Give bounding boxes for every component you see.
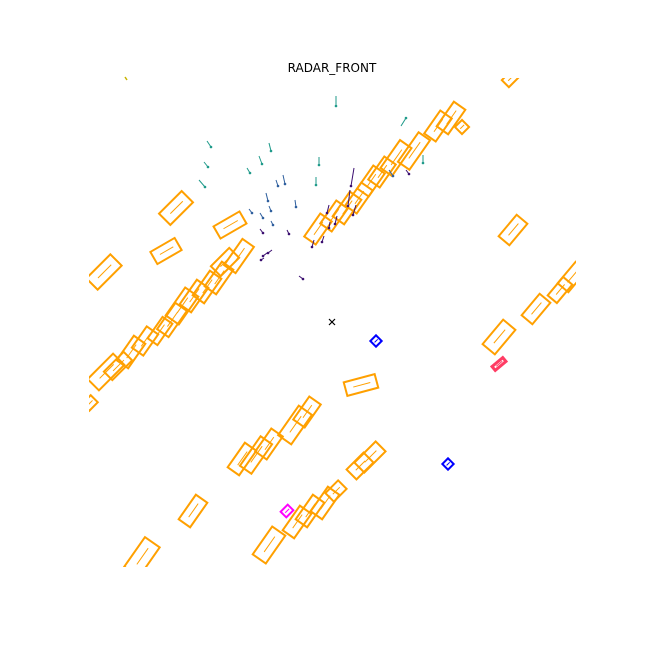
radar-velocity-vector [400,117,407,127]
radar-point [283,182,287,186]
radar-velocity-vector [352,204,357,216]
car-box [226,441,258,477]
car-box [89,393,100,413]
radar-point [259,258,263,262]
radar-velocity-vector [268,142,272,152]
radar-point [325,211,329,215]
car-box [177,493,209,529]
car-box [212,210,248,240]
radar-point [124,76,128,81]
radar-point [317,163,321,167]
car-box [203,260,235,296]
radar-points-layer [124,76,425,281]
radar-point [250,211,254,215]
radar-velocity-vector [265,192,269,202]
radar-point [261,216,265,220]
radar-point [266,251,270,255]
radar-velocity-vector [334,215,338,225]
car-box [379,138,413,178]
car-box [497,213,529,247]
car-box [520,292,552,326]
radar-point [391,174,395,178]
car-box [122,535,162,567]
radar-velocity-vector [282,174,286,185]
radar-point [271,223,275,227]
car-box [89,352,126,392]
car-box [251,525,287,565]
radar-point [310,245,314,249]
radar-point [203,185,207,189]
radar-point [276,184,280,188]
radar-point [269,209,273,213]
car-box [222,237,256,275]
car-box [500,78,522,89]
car-box [309,485,341,521]
radar-point [404,116,408,120]
pedestrian-box [368,333,384,349]
radar-point [346,204,350,208]
radar-velocity-vector [326,204,330,214]
car-box [291,395,323,429]
car-box [253,427,285,461]
car-box [366,155,398,189]
car-box [396,130,432,172]
car-box [276,404,314,446]
car-box [89,252,124,292]
radar-point [294,205,298,209]
radar-point [301,277,305,281]
radar-point [269,149,273,153]
plot-title: RADAR_FRONT [287,61,377,75]
ego-marker [328,318,336,326]
car-box [157,189,195,227]
car-box [342,372,380,398]
radar-point [206,165,210,169]
radar-point [314,183,318,187]
radar-point [349,184,353,188]
car-box [323,478,349,504]
annotation-layer [89,78,576,567]
radar-point [261,254,265,258]
car-box [556,260,576,294]
car-box [115,334,147,370]
car-box [130,324,160,358]
car-box [238,434,274,476]
radar-point [421,161,425,165]
radar-point [351,213,355,217]
barrier-box [489,355,509,373]
radar-velocity-vector [198,179,206,188]
radar-velocity-vector [350,167,355,187]
radar-point [261,231,265,235]
car-box [331,190,363,226]
car-box [481,318,517,356]
car-box [453,118,471,136]
radar-point [248,171,252,175]
car-box [435,100,467,136]
car-box [546,275,574,305]
radar-velocity-vector [347,189,351,207]
radar-point [266,199,270,203]
radar-point [333,222,337,226]
bicycle-box [279,503,295,519]
radar-point [209,145,213,149]
radar-point [260,162,264,166]
radar-point [407,172,411,176]
radar-point [334,104,338,108]
car-box [149,236,183,266]
car-box [353,440,387,474]
pedestrian-box [440,456,456,472]
radar-point [287,232,291,236]
radar-point [320,240,324,244]
radar-velocity-vector [258,155,263,165]
radar-point [327,226,331,230]
